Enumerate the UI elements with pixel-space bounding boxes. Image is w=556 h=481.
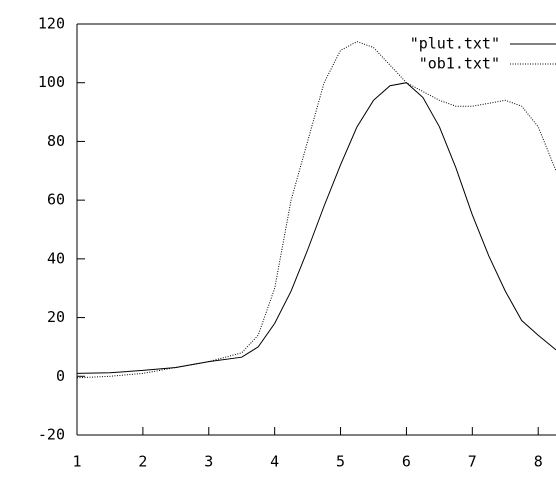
x-tick-label: 5	[336, 453, 345, 471]
y-tick-label: -20	[38, 426, 65, 444]
y-tick-label: 120	[38, 15, 65, 33]
y-tick-label: 80	[47, 132, 65, 150]
series-line	[76, 41, 556, 379]
x-tick-label: 6	[402, 453, 411, 471]
x-tick-label: 2	[138, 453, 147, 471]
x-tick-label: 7	[468, 453, 477, 471]
x-tick-label: 4	[270, 453, 279, 471]
y-tick-label: 0	[56, 367, 65, 385]
series-line	[76, 82, 556, 374]
legend-label: "plut.txt"	[410, 35, 500, 53]
y-tick-label: 20	[47, 308, 65, 326]
y-tick-label: 60	[47, 191, 65, 209]
legend-label: "ob1.txt"	[419, 55, 500, 73]
x-tick-label: 8	[534, 453, 543, 471]
x-tick-label: 3	[204, 453, 213, 471]
y-tick-label: 100	[38, 73, 65, 91]
y-tick-label: 40	[47, 249, 65, 267]
x-tick-label: 1	[72, 453, 81, 471]
